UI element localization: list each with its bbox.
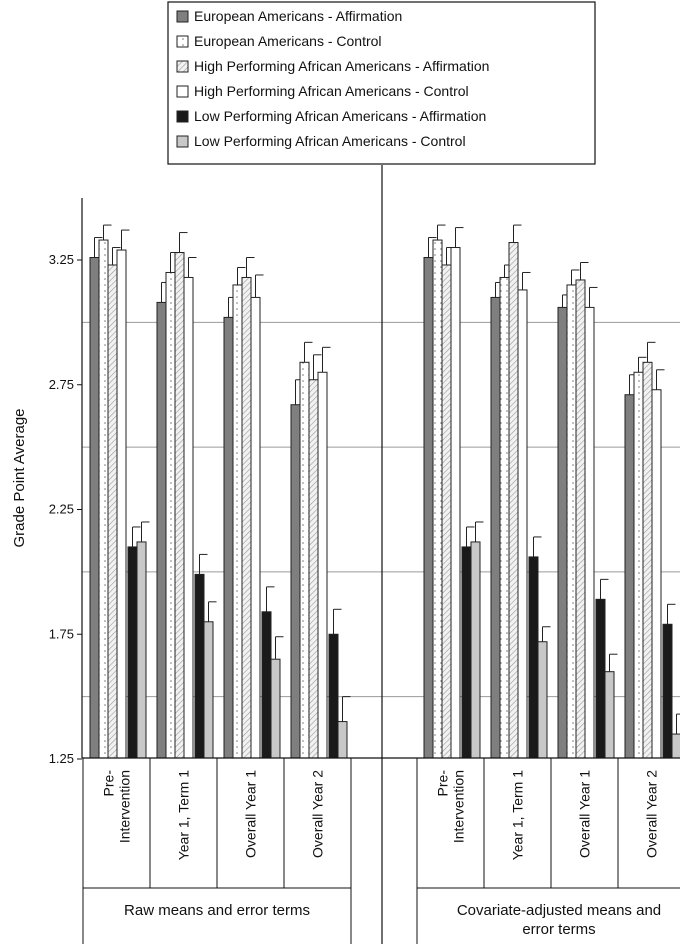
legend-swatch [176, 135, 189, 148]
category-label-line: Year 1, Term 1 [510, 770, 526, 860]
legend-label: European Americans - Control [194, 33, 382, 49]
bar [642, 361, 653, 759]
bar [290, 404, 301, 759]
bar [107, 264, 118, 759]
y-tick-label: 2.75 [49, 377, 74, 392]
legend-label: European Americans - Affirmation [194, 8, 402, 24]
bar [308, 379, 319, 759]
bar [116, 249, 127, 759]
bar [450, 247, 461, 759]
category-label-line: Overall Year 2 [644, 770, 660, 858]
bar [566, 284, 577, 759]
legend-label: High Performing African Americans - Cont… [194, 83, 469, 99]
bar [575, 279, 586, 759]
bar [499, 276, 510, 759]
legend-swatch [176, 110, 189, 123]
bar [261, 611, 272, 759]
legend-label: Low Performing African Americans - Affir… [194, 108, 486, 124]
y-tick-label: 1.25 [49, 751, 74, 766]
bar [470, 541, 481, 759]
bar [604, 671, 615, 759]
category-label: Year 1, Term 1 [510, 770, 526, 860]
bar [194, 573, 205, 759]
bar [584, 306, 595, 759]
bar [557, 306, 568, 759]
bar [423, 257, 434, 759]
legend-box [167, 1, 596, 165]
bar [156, 301, 167, 759]
category-label: Pre- Intervention [435, 770, 467, 844]
y-tick-label: 3.25 [49, 252, 74, 267]
category-label: Overall Year 2 [310, 770, 326, 858]
legend-swatch [176, 60, 189, 73]
bar [537, 641, 548, 759]
axes [77, 165, 680, 944]
panel-label: Raw means and error terms [124, 902, 310, 919]
bar [490, 296, 501, 759]
legend-label: Low Performing African Americans - Contr… [194, 133, 466, 149]
bar [432, 239, 443, 759]
bar [223, 316, 234, 759]
bar [624, 394, 635, 759]
bar [250, 296, 261, 759]
category-label: Overall Year 1 [577, 770, 593, 858]
category-label-line: Year 1, Term 1 [176, 770, 192, 860]
category-label-line: Intervention [117, 770, 133, 843]
category-label: Overall Year 2 [644, 770, 660, 858]
category-label-line: Pre- [101, 770, 117, 797]
bar [232, 284, 243, 759]
category-label-line: Pre- [435, 770, 451, 797]
category-label: Pre- Intervention [101, 770, 133, 844]
bar [183, 276, 194, 759]
bar [89, 257, 100, 759]
bar [299, 361, 310, 759]
bar [441, 264, 452, 759]
category-label: Overall Year 1 [243, 770, 259, 858]
bar [136, 541, 147, 759]
bar [528, 556, 539, 759]
y-tick-label: 1.75 [49, 626, 74, 641]
bar [671, 733, 680, 759]
category-label-line: Overall Year 2 [310, 770, 326, 858]
bar [508, 242, 519, 759]
bar [595, 598, 606, 759]
bar [633, 371, 644, 759]
category-label-line: Intervention [451, 770, 467, 843]
bar [328, 633, 339, 759]
bar [241, 276, 252, 759]
y-tick-label: 2.25 [49, 502, 74, 517]
bar [203, 621, 214, 759]
y-axis-title: Grade Point Average [11, 409, 28, 548]
legend-swatch [176, 10, 189, 23]
legend-swatch [176, 85, 189, 98]
bar [651, 389, 662, 759]
bar [461, 546, 472, 759]
bar [174, 252, 185, 759]
bar [270, 658, 281, 759]
bars [89, 224, 680, 759]
bar [517, 289, 528, 759]
bar [317, 371, 328, 759]
panel-label: error terms [522, 921, 595, 938]
category-label: Year 1, Term 1 [176, 770, 192, 860]
bar [337, 721, 348, 759]
category-label-line: Overall Year 1 [243, 770, 259, 858]
category-label-line: Overall Year 1 [577, 770, 593, 858]
bar [98, 239, 109, 759]
legend: European Americans - Affirmation European… [167, 1, 596, 165]
legend-label: High Performing African Americans - Affi… [194, 58, 489, 74]
bar [127, 546, 138, 759]
bar [165, 271, 176, 759]
labels: 1.25 1.75 2.25 2.75 3.25 Grade Point Average P… [11, 252, 661, 938]
bar [662, 623, 673, 759]
legend-swatch [176, 35, 189, 48]
panel-label: Covariate-adjusted means and [457, 902, 661, 919]
